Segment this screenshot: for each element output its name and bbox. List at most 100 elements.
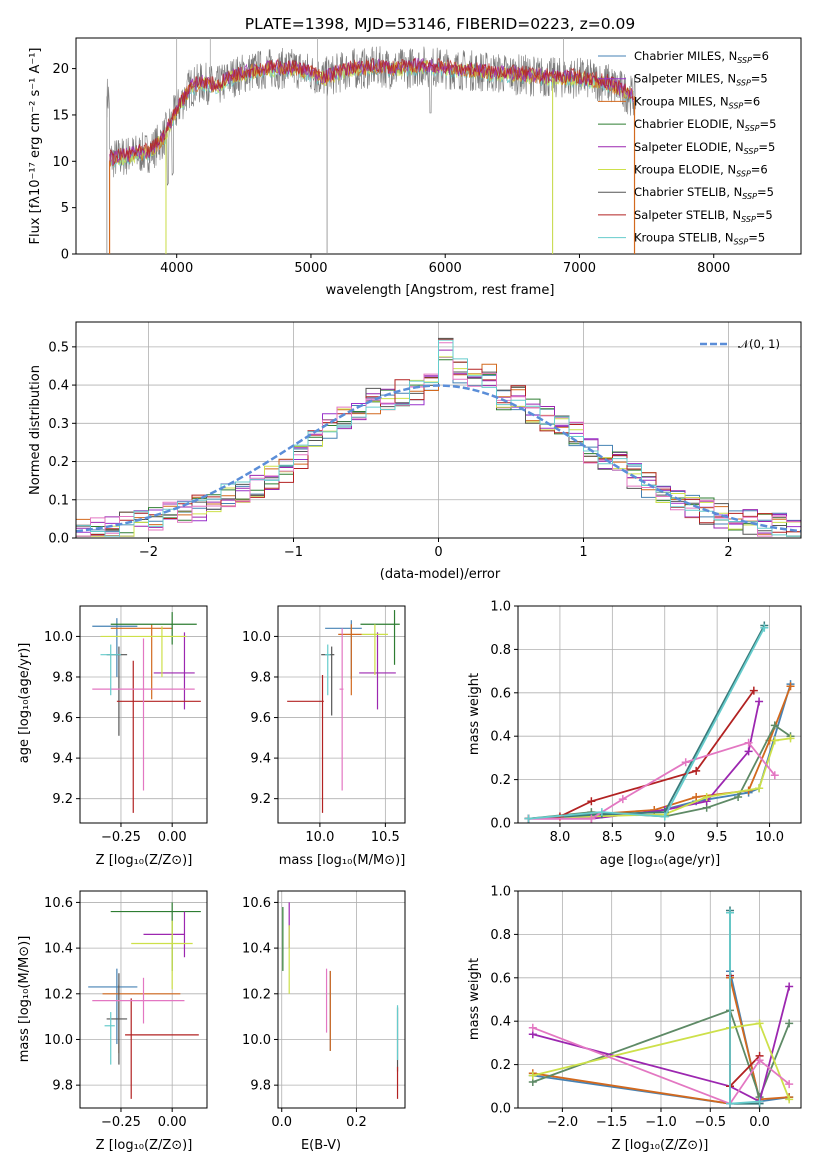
residual-ytick-label: 0.0	[48, 532, 69, 547]
age-weight-xtick-label: 9.5	[707, 830, 728, 845]
z-weight-point-marker	[755, 1097, 764, 1106]
z-weight-xtick-label: 0.0	[749, 1115, 770, 1130]
age-weight-point-marker	[692, 766, 701, 775]
z-weight-ytick-label: 0.4	[490, 1015, 511, 1030]
z-age-ytick-label: 9.8	[52, 670, 73, 685]
age-weight-point-marker	[755, 697, 764, 706]
legend-label: Kroupa MILES, NSSP=6	[634, 94, 760, 110]
z-weight-point-marker	[785, 982, 794, 991]
mass-age-ytick-label: 10.0	[242, 630, 271, 645]
residual-ytick-label: 0.4	[48, 379, 69, 394]
z-weight-series-line	[532, 986, 791, 1103]
legend-label: Chabrier MILES, NSSP=6	[634, 49, 769, 65]
mass-age-xtick-label: 10.5	[371, 830, 400, 845]
ebv-mass-xlabel: E(B-V)	[301, 1138, 341, 1153]
z-weight-series-line	[729, 910, 760, 1105]
ebv-mass-ytick-label: 10.2	[242, 987, 271, 1002]
age-weight-ytick-label: 0.2	[490, 773, 511, 788]
age-weight-ylabel: mass weight	[467, 673, 482, 755]
z-mass-ytick-label: 9.8	[52, 1079, 73, 1094]
age-weight-series-line	[528, 685, 792, 820]
age-weight-point-marker	[760, 623, 769, 632]
legend-label: Salpeter MILES, NSSP=5	[634, 72, 768, 88]
z-weight-point-marker	[726, 908, 735, 917]
age-weight-point-marker	[755, 784, 764, 793]
z-mass-xlabel: Z [log₁₀(Z/Z⊙)]	[96, 1138, 193, 1153]
age-weight-ytick-label: 0.0	[490, 817, 511, 832]
age-weight-point-marker	[692, 792, 701, 801]
mass-age-ytick-label: 9.2	[250, 792, 271, 807]
figure-title: PLATE=1398, MJD=53146, FIBERID=0223, z=0…	[245, 15, 635, 33]
legend-label: Chabrier STELIB, NSSP=5	[634, 185, 774, 201]
z-weight-xtick-label: −1.0	[645, 1115, 677, 1130]
z-age-xtick-label: −0.25	[101, 830, 141, 845]
spectrum-plot-area	[106, 38, 636, 254]
spectrum-xlabel: wavelength [Angstrom, rest frame]	[326, 283, 555, 298]
residual-panel: −2 −1 0 1 2 0.0 0.1 0.2 0.3 0.4 0.5 𝒩(0, 1) (data-…	[28, 321, 802, 582]
z-weight-ytick-label: 0.6	[490, 971, 511, 986]
age-weight-series-line	[528, 625, 766, 820]
age-weight-ytick-label: 0.4	[490, 730, 511, 745]
age-weight-point-marker	[734, 792, 743, 801]
age-weight-point-marker	[524, 814, 533, 823]
z-weight-ytick-label: 0.8	[490, 928, 511, 943]
spectrum-ytick-label: 15	[52, 108, 69, 123]
ebv-mass-ytick-label: 9.8	[250, 1079, 271, 1094]
age-weight-point-marker	[770, 721, 779, 730]
z-weight-panel: −2.0 −1.5 −1.0 −0.5 0.0 0.0 0.2 0.4 0.6 0.8 1.0	[490, 885, 802, 1130]
mass-age-xtick-label: 10.0	[305, 830, 334, 845]
z-weight-point-marker	[528, 1023, 537, 1032]
age-weight-point-marker	[744, 747, 753, 756]
z-weight-series-line	[532, 1022, 791, 1100]
z-age-ylabel: age [log₁₀(age/yr)]	[17, 643, 32, 764]
age-weight-point-marker	[749, 686, 758, 695]
z-mass-ytick-label: 10.2	[44, 987, 73, 1002]
z-weight-point-marker	[755, 1056, 764, 1065]
age-weight-series-line	[528, 627, 766, 820]
spectrum-axes-frame	[75, 37, 802, 255]
model-spectrum	[109, 57, 634, 165]
spectrum-ytick-label: 5	[61, 201, 69, 216]
age-weight-point-marker	[618, 795, 627, 804]
residual-ytick-label: 0.5	[48, 340, 69, 355]
z-mass-panel: −0.25 0.00 9.8 10.0 10.2 10.4 10.6	[44, 890, 208, 1130]
residual-ytick-label: 0.1	[48, 493, 69, 508]
spectrum-ytick-label: 10	[52, 155, 69, 170]
spectrum-ytick-label: 20	[52, 62, 69, 77]
residual-histograms	[75, 337, 802, 538]
age-weight-series-line	[528, 741, 776, 820]
mass-age-xlabel: mass [log₁₀(M/M⊙)]	[279, 853, 406, 868]
z-mass-xtick-label: 0.00	[158, 1115, 187, 1130]
z-weight-axes-frame	[517, 890, 802, 1109]
normal-legend-label: 𝒩(0, 1)	[738, 337, 780, 351]
z-age-ytick-label: 10.0	[44, 630, 73, 645]
residual-ytick-label: 0.3	[48, 417, 69, 432]
age-weight-point-marker	[587, 814, 596, 823]
spectrum-xtick-label: 6000	[429, 261, 462, 276]
z-mass-ytick-label: 10.6	[44, 896, 73, 911]
spectrum-xtick-label: 8000	[697, 261, 730, 276]
z-weight-ylabel: mass weight	[467, 958, 482, 1040]
z-weight-series-line	[532, 1026, 790, 1105]
residual-ylabel: Normed distribution	[28, 365, 43, 495]
spectrum-ytick-label: 0	[61, 248, 69, 263]
z-weight-point-marker	[726, 1099, 735, 1108]
age-weight-point-marker	[786, 682, 795, 691]
ebv-mass-panel: 0.0 0.2 9.8 10.0 10.2 10.4 10.6	[242, 890, 406, 1130]
age-weight-point-marker	[744, 738, 753, 747]
z-age-ytick-label: 9.6	[52, 711, 73, 726]
z-mass-xtick-label: −0.25	[101, 1115, 141, 1130]
z-age-panel: −0.25 0.00 9.2 9.4 9.6 9.8 10.0	[44, 605, 208, 845]
age-weight-xtick-label: 8.5	[602, 830, 623, 845]
residual-xtick-label: −1	[284, 545, 303, 560]
z-mass-axes-frame	[79, 890, 208, 1109]
spectrum-xtick-label: 7000	[563, 261, 596, 276]
mass-age-ytick-label: 9.8	[250, 670, 271, 685]
spectrum-ticks: 4000 5000 6000 7000 8000 0 5 10 15 20	[52, 62, 730, 276]
z-weight-ytick-label: 0.0	[490, 1102, 511, 1117]
spectrum-ylabel: Flux [fλ10⁻¹⁷ erg cm⁻² s⁻¹ A⁻¹]	[28, 48, 43, 245]
mass-age-axes-frame	[277, 605, 406, 824]
z-weight-series-line	[729, 912, 760, 1105]
z-weight-ytick-label: 0.2	[490, 1058, 511, 1073]
mass-age-ytick-label: 9.6	[250, 711, 271, 726]
